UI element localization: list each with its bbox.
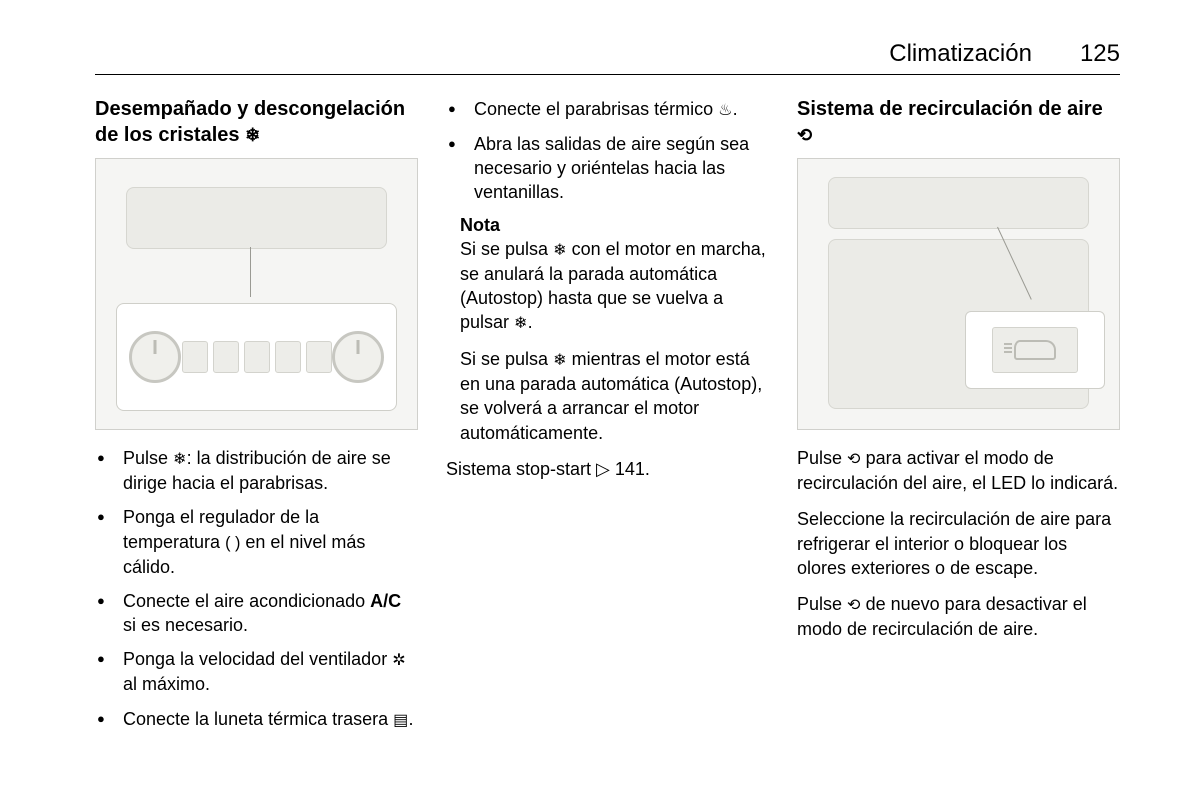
defrost-max-icon: ❄ (553, 351, 567, 369)
figure-dashboard-strip (828, 177, 1089, 229)
recirc-paragraph-2: Seleccione la recirculación de aire para… (797, 507, 1120, 580)
recirc-icon: ⟲ (847, 450, 861, 468)
figure-control-panel (116, 303, 397, 411)
text: Conecte la luneta térmica trasera (123, 709, 393, 729)
defrost-max-icon: ❄ (245, 125, 260, 145)
fan-icon: ✲ (392, 651, 406, 669)
rear-defrost-icon: ▤ (393, 711, 408, 729)
list-item: Pulse ❄: la distribución de aire se diri… (95, 446, 418, 495)
text: Si se pulsa (460, 349, 553, 369)
header-page-number: 125 (1080, 40, 1120, 68)
figure-button (306, 341, 332, 373)
figure-temp-knob (129, 331, 181, 383)
text: Abra las salidas de aire según sea neces… (474, 134, 749, 203)
recirc-car-icon (1014, 340, 1056, 360)
note-label: Nota (460, 215, 769, 236)
figure-button-row (181, 341, 332, 373)
text: Pulse (123, 448, 173, 468)
figure-dashboard-strip (126, 187, 387, 249)
crossref-arrow-icon: ▷ (596, 459, 610, 479)
column-left: Desempañado y descongelación de los cris… (95, 97, 418, 741)
column-middle: Conecte el parabrisas térmico ♨. Abra la… (446, 97, 769, 741)
heading-defrost: Desempañado y descongelación de los cris… (95, 97, 418, 148)
figure-climate-panel (95, 158, 418, 430)
stop-start-crossref: Sistema stop-start ▷ 141. (446, 457, 769, 481)
figure-callout-line (250, 247, 251, 297)
list-item: Ponga el regulador de la temperatura ( )… (95, 505, 418, 578)
defrost-max-icon: ❄ (173, 450, 187, 468)
figure-button (244, 341, 270, 373)
list-item: Ponga la velocidad del ventilador ✲ al m… (95, 647, 418, 696)
defrost-bullet-list-cont: Conecte el parabrisas térmico ♨. Abra la… (446, 97, 769, 205)
figure-button (275, 341, 301, 373)
text: al máximo. (123, 674, 210, 694)
text: Si se pulsa (460, 239, 553, 259)
text: Pulse (797, 448, 847, 468)
heading-recirc: Sistema de recirculación de aire ⟲ (797, 97, 1120, 148)
text: Pulse (797, 594, 847, 614)
text: . (408, 709, 413, 729)
list-item: Abra las salidas de aire según sea neces… (446, 132, 769, 205)
text: Ponga la velocidad del ventilador (123, 649, 392, 669)
defrost-max-icon: ❄ (553, 241, 567, 259)
column-right: Sistema de recirculación de aire ⟲ Pulse… (797, 97, 1120, 741)
figure-button (213, 341, 239, 373)
heading-recirc-text: Sistema de recirculación de aire (797, 98, 1103, 120)
figure-fan-knob (332, 331, 384, 383)
list-item: Conecte el parabrisas térmico ♨. (446, 97, 769, 122)
recirc-icon: ⟲ (797, 125, 812, 145)
list-item: Conecte el aire acondicionado A/C si es … (95, 589, 418, 638)
defrost-max-icon: ❄ (514, 314, 528, 332)
header-chapter-title: Climatización (889, 40, 1032, 68)
figure-recirc-button (797, 158, 1120, 430)
list-item: Conecte la luneta térmica trasera ▤. (95, 707, 418, 732)
text: Conecte el parabrisas térmico (474, 99, 718, 119)
page-header: Climatización 125 (95, 40, 1120, 75)
text: . (733, 99, 738, 119)
recirc-paragraph-1: Pulse ⟲ para activar el modo de recircul… (797, 446, 1120, 495)
figure-button-closeup (965, 311, 1105, 389)
recirc-icon: ⟲ (847, 596, 861, 614)
recirc-paragraph-3: Pulse ⟲ de nuevo para desactivar el modo… (797, 592, 1120, 641)
text: . (528, 312, 533, 332)
note-paragraph-2: Si se pulsa ❄ mientras el motor está en … (460, 347, 769, 445)
defrost-bullet-list: Pulse ❄: la distribución de aire se diri… (95, 446, 418, 731)
note-paragraph-1: Si se pulsa ❄ con el motor en marcha, se… (460, 237, 769, 335)
content-columns: Desempañado y descongelación de los cris… (95, 97, 1120, 741)
figure-recirc-button-face (992, 327, 1078, 373)
heated-windshield-icon: ♨ (718, 101, 733, 119)
figure-button (182, 341, 208, 373)
crossref-page: 141. (610, 459, 650, 479)
text: Sistema stop-start (446, 459, 596, 479)
temp-dial-icon: ( ) (225, 534, 240, 552)
